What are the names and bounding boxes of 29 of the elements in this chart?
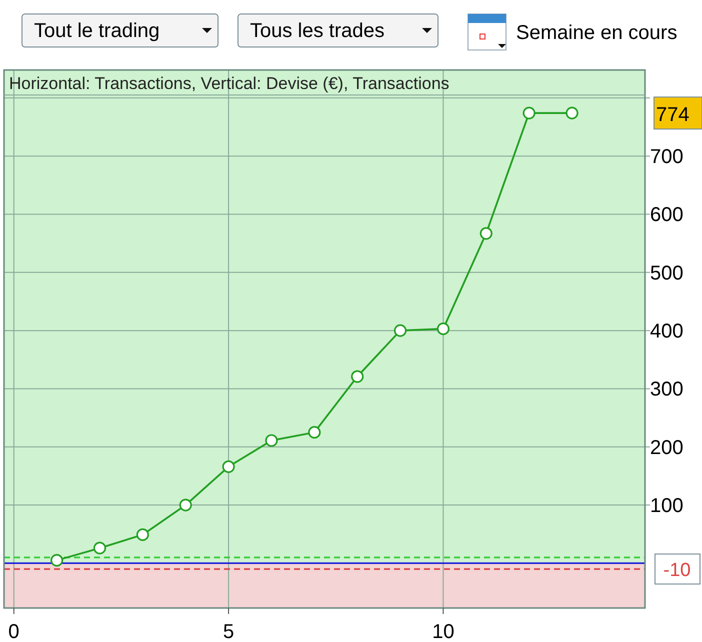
point (351, 370, 364, 383)
x-tick-label: 10 (432, 621, 454, 642)
text: 774 (656, 104, 690, 126)
point (566, 106, 578, 120)
y-tick-label: 200 (650, 436, 684, 459)
point (93, 542, 106, 554)
chart-title: Horizontal: Transactions, Vertical: Devise (€), Transactions (9, 74, 450, 93)
x-tick-label: 5 (222, 621, 234, 642)
text: Tout le trading (34, 20, 160, 42)
point (222, 460, 235, 473)
point (394, 324, 407, 337)
point (265, 434, 278, 447)
x-tick-label: 0 (8, 621, 20, 642)
point (522, 106, 536, 120)
point (480, 227, 492, 240)
point (179, 498, 192, 512)
y-tick-label: 500 (650, 262, 684, 284)
y-tick-label: 700 (650, 146, 684, 168)
ref-line-label: -10 (663, 560, 691, 582)
point (436, 322, 450, 336)
point (136, 528, 149, 542)
text: Semaine en cours (516, 22, 678, 44)
point (50, 554, 64, 567)
y-tick-label: 600 (650, 204, 684, 226)
text: Tous les trades (250, 20, 385, 42)
point (308, 426, 321, 439)
y-tick-label: 100 (650, 495, 684, 518)
y-tick-label: 300 (650, 378, 684, 401)
y-tick-label: 400 (650, 320, 684, 343)
